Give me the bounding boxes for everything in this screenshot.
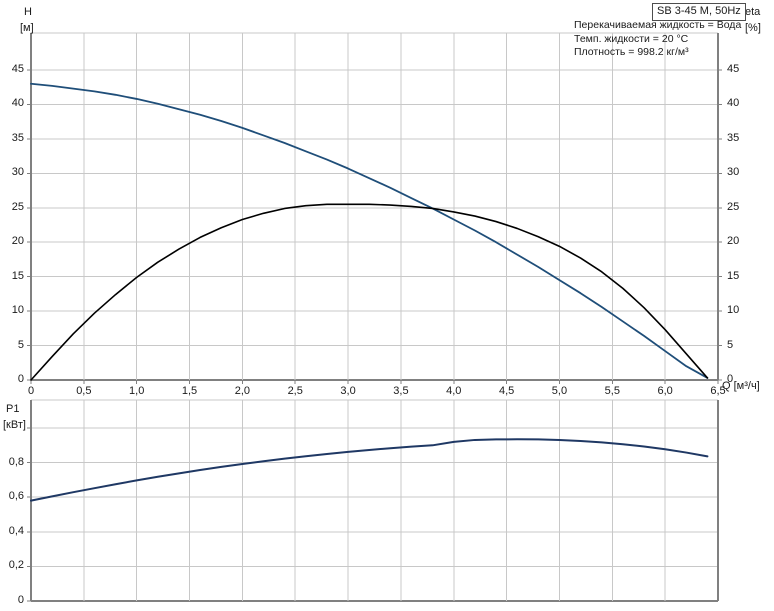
tick-label: 0,6 [8,490,24,503]
tick-label: 3,5 [393,385,409,397]
power-axis-name: P1 [6,403,20,415]
tick-label: 20 [727,235,740,248]
tick-label: 35 [11,131,24,144]
tick-label: 0 [17,594,24,606]
model-title-box: SB 3-45 M, 50Hz [652,3,746,21]
tick-label: 0,5 [76,385,92,397]
head-axis-unit: [м] [20,22,34,34]
tick-label: 5 [17,338,24,351]
tick-label: 15 [727,269,740,282]
liquid-info-block: Перекачиваемая жидкость = Вода Темп. жид… [574,19,741,60]
tick-label: 4,5 [498,385,515,397]
flow-axis-label: Q [м³/ч] [722,380,760,392]
tick-label: 0,2 [8,559,24,572]
power-axis-unit: [кВт] [3,419,26,431]
tick-label: 3,0 [340,385,356,397]
tick-label: 40 [727,97,740,110]
tick-label: 0 [727,373,734,385]
tick-label: 20 [11,235,24,248]
tick-label: 6,5 [710,385,726,397]
liquid-density-text: Плотность = 998.2 кг/м³ [574,46,689,58]
tick-label: 45 [727,63,740,75]
tick-label: 5,0 [551,385,568,397]
tick-label: 10 [727,304,740,317]
tick-label: 2,5 [287,385,303,397]
tick-label: 0,8 [8,455,24,468]
tick-label: 1,0 [129,385,145,397]
eta-axis-unit: [%] [745,22,761,34]
tick-label: 6,0 [657,385,673,397]
tick-label: 40 [11,97,24,110]
head-axis-name: H [24,6,32,18]
tick-label: 0 [17,373,24,385]
tick-label: 5,5 [604,385,620,397]
tick-label: 25 [727,200,740,213]
tick-label: 30 [727,166,740,179]
tick-label: 15 [11,269,24,282]
eta-axis-name: eta [745,6,761,18]
tick-label: 0 [27,385,35,397]
pumped-liquid-text: Перекачиваемая жидкость = Вода [574,19,742,31]
tick-label: 10 [11,304,24,317]
tick-label: 2,0 [234,385,251,397]
tick-label: 45 [11,63,24,75]
tick-label: 4,0 [446,385,462,397]
tick-label: 25 [11,200,24,213]
tick-label: 35 [727,131,740,144]
liquid-temperature-text: Темп. жидкости = 20 °C [574,32,689,45]
tick-label: 5 [727,338,734,351]
tick-label: 0,4 [8,524,24,537]
tick-label: 1,5 [181,385,198,397]
tick-label: 30 [11,166,24,179]
